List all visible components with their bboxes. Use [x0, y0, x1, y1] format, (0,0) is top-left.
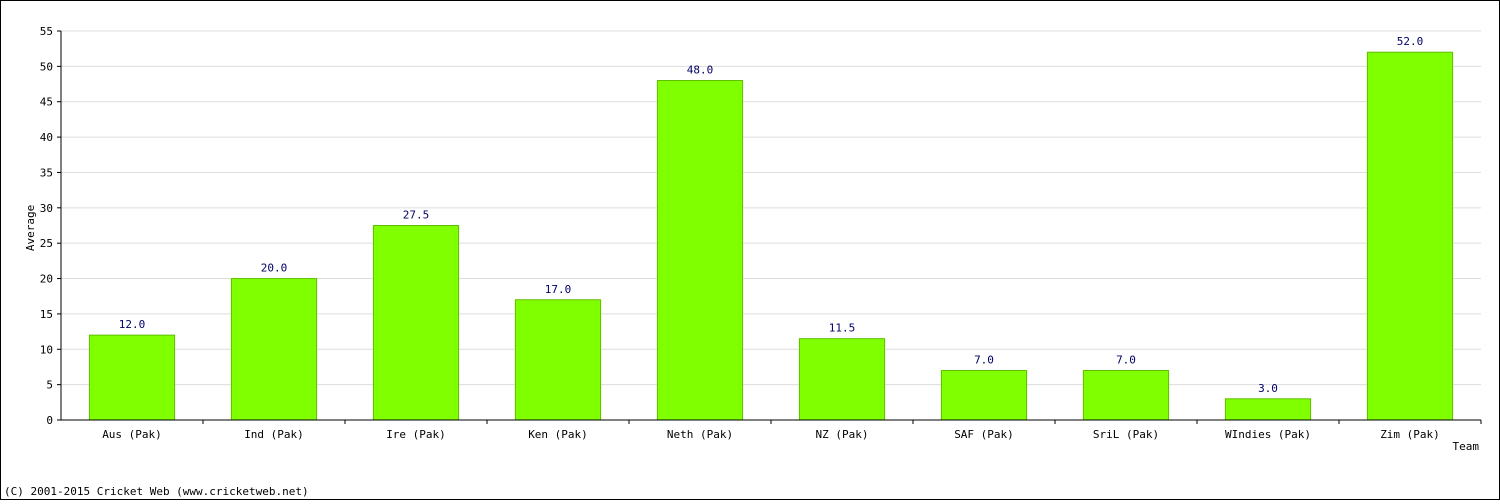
bar — [230, 278, 318, 421]
bar-value-label: 27.5 — [403, 209, 430, 222]
x-tick-label: WIndies (Pak) — [1225, 428, 1311, 441]
y-axis-title: Average — [24, 205, 37, 251]
y-tick-label: 5 — [46, 379, 53, 392]
bar — [88, 334, 176, 421]
bar-value-label: 11.5 — [829, 322, 856, 335]
bar — [1082, 369, 1170, 421]
x-tick-label: Aus (Pak) — [102, 428, 162, 441]
bar-value-label: 48.0 — [687, 64, 714, 77]
x-axis-title: Team — [1453, 440, 1480, 453]
y-tick-label: 40 — [40, 131, 53, 144]
y-tick-label: 0 — [46, 414, 53, 427]
x-tick-label: NZ (Pak) — [816, 428, 869, 441]
y-tick-label: 30 — [40, 202, 53, 215]
y-tick-label: 50 — [40, 60, 53, 73]
x-tick-label: Ind (Pak) — [244, 428, 304, 441]
bar-value-label: 17.0 — [545, 283, 572, 296]
value-labels: 12.0 20.0 27.5 17.0 48.0 11.5 7.0 7.0 3.0 52.0 — [119, 35, 1424, 395]
bar — [940, 369, 1028, 421]
y-tick-labels: 0 5 10 15 20 25 30 35 40 45 50 55 — [40, 25, 53, 427]
y-tick-label: 35 — [40, 166, 53, 179]
x-tick-labels: Aus (Pak) Ind (Pak) Ire (Pak) Ken (Pak) Neth… — [102, 428, 1440, 441]
y-tick-label: 10 — [40, 343, 53, 356]
bar — [514, 299, 602, 421]
y-tick-label: 20 — [40, 273, 53, 286]
y-tick-label: 55 — [40, 25, 53, 38]
copyright-text: (C) 2001-2015 Cricket Web (www.cricketwe… — [4, 485, 309, 498]
x-tick-label: Ken (Pak) — [528, 428, 588, 441]
bar-value-label: 52.0 — [1397, 35, 1424, 48]
bar — [1224, 398, 1312, 421]
bar-value-label: 12.0 — [119, 318, 146, 331]
y-tick-label: 25 — [40, 237, 53, 250]
axes — [57, 30, 1482, 424]
x-tick-label: SriL (Pak) — [1093, 428, 1159, 441]
y-tick-label: 45 — [40, 96, 53, 109]
bar-value-label: 7.0 — [974, 353, 994, 366]
x-tick-label: Zim (Pak) — [1380, 428, 1440, 441]
x-tick-label: SAF (Pak) — [954, 428, 1014, 441]
bar-value-label: 20.0 — [261, 262, 288, 275]
y-tick-label: 15 — [40, 308, 53, 321]
bar — [656, 80, 744, 421]
bar-value-label: 7.0 — [1116, 353, 1136, 366]
bar — [1366, 51, 1454, 421]
bar — [798, 338, 886, 421]
bar-value-label: 3.0 — [1258, 382, 1278, 395]
x-tick-label: Neth (Pak) — [667, 428, 733, 441]
bars — [88, 51, 1454, 421]
x-tick-label: Ire (Pak) — [386, 428, 446, 441]
bar — [372, 225, 460, 421]
